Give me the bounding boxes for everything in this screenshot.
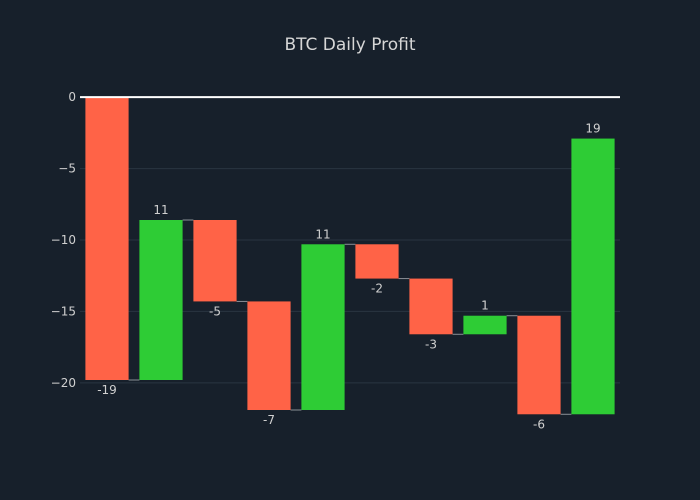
data-label: -5 xyxy=(209,304,221,318)
y-axis-ticks: 0 −5 −10 −15 −20 xyxy=(51,90,76,390)
waterfall-bar xyxy=(247,301,291,410)
y-tick-label: −15 xyxy=(51,304,76,318)
data-label: 11 xyxy=(153,203,168,217)
data-label: -2 xyxy=(371,282,383,296)
data-label: -6 xyxy=(533,417,545,431)
waterfall-bar xyxy=(517,315,561,415)
y-tick-label: −5 xyxy=(58,162,76,176)
bars xyxy=(85,97,615,415)
y-tick-label: −20 xyxy=(51,376,76,390)
data-labels: -19 11 -5 -7 11 -2 -3 1 -6 19 xyxy=(80,96,620,431)
waterfall-bar xyxy=(409,278,453,335)
data-label: -3 xyxy=(425,337,437,351)
y-tick-label: −10 xyxy=(51,233,76,247)
waterfall-bar xyxy=(301,244,345,410)
data-label: 19 xyxy=(585,122,600,136)
data-label: -7 xyxy=(263,413,275,427)
chart-title: BTC Daily Profit xyxy=(284,35,415,55)
waterfall-bar xyxy=(85,97,129,381)
data-label: 11 xyxy=(315,227,330,241)
y-tick-label: 0 xyxy=(68,90,76,104)
data-label: -19 xyxy=(97,383,117,397)
data-label: 1 xyxy=(481,299,489,313)
connectors xyxy=(128,219,572,415)
waterfall-bar xyxy=(571,138,615,415)
waterfall-bar xyxy=(463,315,507,335)
waterfall-bar xyxy=(139,220,183,380)
waterfall-bar xyxy=(355,244,399,279)
waterfall-bar xyxy=(193,220,237,302)
